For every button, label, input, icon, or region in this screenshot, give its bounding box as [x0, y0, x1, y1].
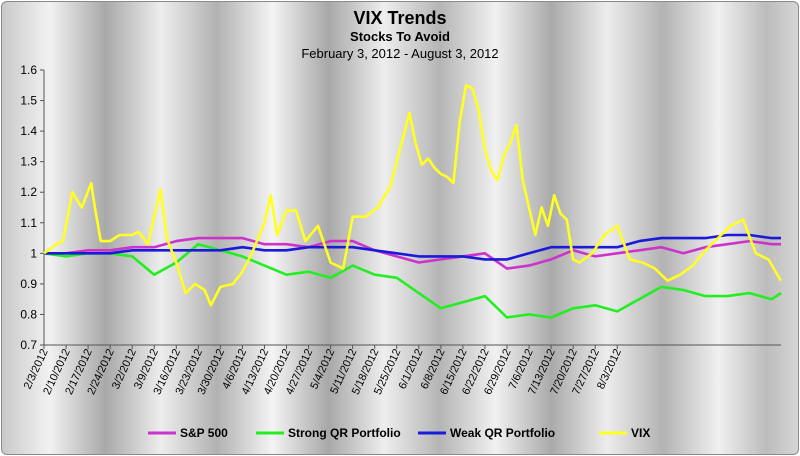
- y-tick-label: 1.1: [20, 216, 37, 230]
- series-line-s-p-500: [44, 236, 781, 270]
- legend: S&P 500 Strong QR Portfolio Weak QR Portfo…: [148, 426, 650, 440]
- y-tick-label: 0.9: [20, 277, 37, 291]
- chart-title: VIX Trends: [353, 8, 446, 28]
- chart-date-range: February 3, 2012 - August 3, 2012: [301, 46, 498, 61]
- series-line-weak-qr-portfolio: [44, 233, 781, 261]
- y-tick-label: 1.6: [20, 63, 37, 77]
- y-tick-label: 0.7: [20, 338, 37, 352]
- y-tick-label: 0.8: [20, 307, 37, 321]
- y-tick-label: 1.4: [20, 124, 37, 138]
- legend-label-vix: VIX: [631, 426, 650, 440]
- y-tick-label: 1: [30, 246, 37, 260]
- legend-label-weak-qr-portfolio: Weak QR Portfolio: [450, 426, 555, 440]
- y-tick-label: 1.2: [20, 185, 37, 199]
- y-axis-ticks: 0.7 0.8 0.9 1 1.1 1.2 1.3 1.4 1.5 1.6: [20, 63, 44, 352]
- chart-subtitle: Stocks To Avoid: [350, 29, 450, 44]
- series-line-vix: [43, 84, 783, 307]
- legend-label-s-p-500: S&P 500: [180, 426, 228, 440]
- legend-label-strong-qr-portfolio: Strong QR Portfolio: [288, 426, 401, 440]
- x-axis-ticks: 2/3/20122/10/20122/17/20122/24/20123/2/2…: [22, 345, 624, 397]
- series-lines: [43, 84, 783, 319]
- series-line-strong-qr-portfolio: [43, 242, 782, 319]
- axes: [43, 70, 781, 346]
- y-tick-label: 1.5: [20, 94, 37, 108]
- y-tick-label: 1.3: [20, 155, 37, 169]
